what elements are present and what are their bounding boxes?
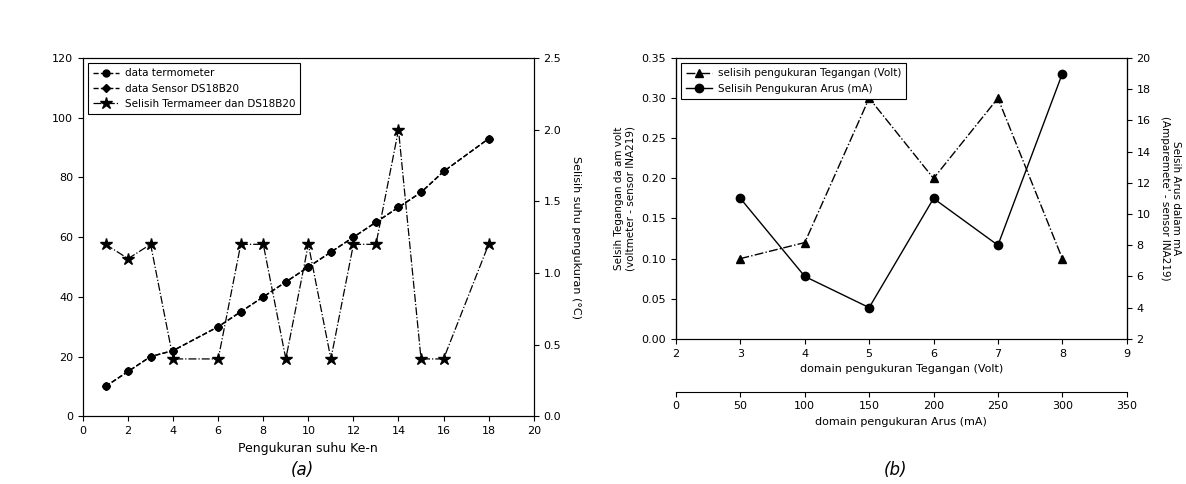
data Sensor DS18B20 xyxy=(414,189,428,195)
Selisih Termameer dan DS18B20 xyxy=(301,242,315,247)
Y-axis label: Selsih Tegangan da am volt
(voltmeter - sensor INA219): Selsih Tegangan da am volt (voltmeter - … xyxy=(614,126,636,271)
data Sensor DS18B20 xyxy=(279,279,293,285)
Y-axis label: Selisih suhu pengukuran (°C): Selisih suhu pengukuran (°C) xyxy=(570,156,581,318)
Selisih Termameer dan DS18B20 xyxy=(414,356,428,362)
data Sensor DS18B20 xyxy=(346,234,361,240)
selisih pengukuran Tegangan (Volt) xyxy=(926,176,940,182)
data termometer xyxy=(482,136,496,141)
Line: selisih pengukuran Tegangan (Volt): selisih pengukuran Tegangan (Volt) xyxy=(737,94,1066,263)
data termometer xyxy=(301,264,315,270)
Selisih Termameer dan DS18B20 xyxy=(121,256,135,261)
Selisih Pengukuran Arus (mA) xyxy=(798,273,812,279)
Text: (a): (a) xyxy=(291,461,314,479)
data Sensor DS18B20 xyxy=(98,383,113,389)
data termometer xyxy=(391,204,406,210)
Selisih Pengukuran Arus (mA) xyxy=(1056,71,1070,76)
data Sensor DS18B20 xyxy=(256,294,270,300)
Selisih Termameer dan DS18B20 xyxy=(482,242,496,247)
data termometer xyxy=(144,354,158,360)
Selisih Termameer dan DS18B20 xyxy=(211,356,225,362)
Legend: selisih pengukuran Tegangan (Volt), Selisih Pengukuran Arus (mA): selisih pengukuran Tegangan (Volt), Seli… xyxy=(681,63,906,99)
X-axis label: Pengukuran suhu Ke-n: Pengukuran suhu Ke-n xyxy=(238,441,378,454)
selisih pengukuran Tegangan (Volt) xyxy=(733,256,747,261)
data Sensor DS18B20 xyxy=(166,348,180,353)
data Sensor DS18B20 xyxy=(301,264,315,270)
data termometer xyxy=(98,383,113,389)
data Sensor DS18B20 xyxy=(324,249,338,255)
data Sensor DS18B20 xyxy=(121,369,135,375)
Selisih Pengukuran Arus (mA) xyxy=(733,196,747,201)
data termometer xyxy=(346,234,361,240)
selisih pengukuran Tegangan (Volt) xyxy=(990,95,1005,101)
Selisih Pengukuran Arus (mA) xyxy=(926,196,940,201)
Selisih Termameer dan DS18B20 xyxy=(391,127,406,133)
data Sensor DS18B20 xyxy=(391,204,406,210)
data termometer xyxy=(211,324,225,330)
data Sensor DS18B20 xyxy=(369,219,383,225)
X-axis label: domain pengukuran Tegangan (Volt): domain pengukuran Tegangan (Volt) xyxy=(799,364,1003,374)
data termometer xyxy=(234,309,248,315)
data Sensor DS18B20 xyxy=(482,136,496,141)
Selisih Termameer dan DS18B20 xyxy=(256,242,270,247)
data Sensor DS18B20 xyxy=(211,324,225,330)
data Sensor DS18B20 xyxy=(436,168,451,174)
data termometer xyxy=(414,189,428,195)
Selisih Termameer dan DS18B20 xyxy=(279,356,293,362)
Selisih Termameer dan DS18B20 xyxy=(144,242,158,247)
Selisih Termameer dan DS18B20 xyxy=(324,356,338,362)
Text: (b): (b) xyxy=(884,461,907,479)
data Sensor DS18B20 xyxy=(234,309,248,315)
Selisih Termameer dan DS18B20 xyxy=(166,356,180,362)
Line: data termometer: data termometer xyxy=(102,135,492,390)
Selisih Termameer dan DS18B20 xyxy=(98,242,113,247)
Line: data Sensor DS18B20: data Sensor DS18B20 xyxy=(103,136,491,389)
data termometer xyxy=(324,249,338,255)
data termometer xyxy=(436,168,451,174)
Line: Selisih Termameer dan DS18B20: Selisih Termameer dan DS18B20 xyxy=(100,123,495,365)
Selisih Termameer dan DS18B20 xyxy=(234,242,248,247)
data termometer xyxy=(256,294,270,300)
data termometer xyxy=(166,348,180,353)
X-axis label: domain pengukuran Arus (mA): domain pengukuran Arus (mA) xyxy=(816,417,987,427)
data termometer xyxy=(279,279,293,285)
Selisih Termameer dan DS18B20 xyxy=(369,242,383,247)
selisih pengukuran Tegangan (Volt) xyxy=(1056,256,1070,261)
Legend: data termometer, data Sensor DS18B20, Selisih Termameer dan DS18B20: data termometer, data Sensor DS18B20, Se… xyxy=(88,63,300,114)
data Sensor DS18B20 xyxy=(144,354,158,360)
Selisih Termameer dan DS18B20 xyxy=(346,242,361,247)
Selisih Pengukuran Arus (mA) xyxy=(990,242,1005,248)
Y-axis label: Selsih Arus dalam mA
(Amparemete' - sensor INA219): Selsih Arus dalam mA (Amparemete' - sens… xyxy=(1160,116,1181,281)
selisih pengukuran Tegangan (Volt) xyxy=(862,95,876,101)
Line: Selisih Pengukuran Arus (mA): Selisih Pengukuran Arus (mA) xyxy=(737,70,1066,312)
data termometer xyxy=(121,369,135,375)
selisih pengukuran Tegangan (Volt) xyxy=(798,240,812,245)
data termometer xyxy=(369,219,383,225)
Selisih Termameer dan DS18B20 xyxy=(436,356,451,362)
Selisih Pengukuran Arus (mA) xyxy=(862,305,876,311)
